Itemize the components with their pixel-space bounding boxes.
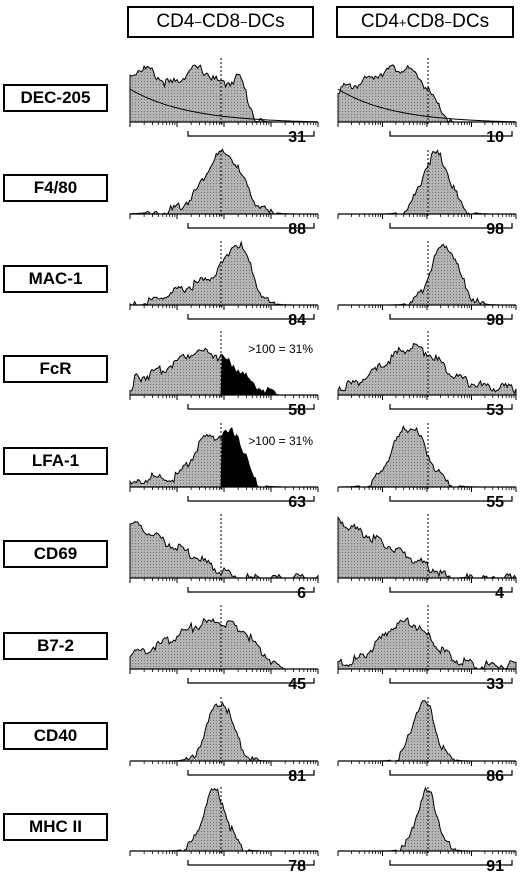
row-label-f480: F4/80 [3,174,108,202]
gate-bracket [187,496,315,502]
row-label-fcr: FcR [3,355,108,383]
column-header-text: CD8 [202,11,241,32]
percent-positive-label: 98 [486,312,504,329]
percent-positive-label: 81 [288,768,306,785]
annotation-label: >100 = 31% [248,342,313,356]
percent-positive-label: 91 [486,858,504,875]
gate-bracket [389,587,513,593]
percent-positive-label: 84 [288,312,306,329]
percent-positive-label: 86 [486,768,504,785]
percent-positive-label: 10 [486,129,504,146]
row-label-dec205: DEC-205 [3,84,108,112]
row-label-b72: B7-2 [3,632,108,660]
histogram-area [337,64,516,123]
percent-positive-label: 31 [288,129,306,146]
histogram-area [337,342,517,396]
percent-positive-label: 55 [486,494,504,511]
superscript: + [398,14,407,30]
histogram-area [129,617,318,670]
histogram-area [129,240,318,306]
column-header-cd4-negative: CD4− CD8− DCs [127,6,314,38]
histogram-area [337,516,517,580]
histogram-area [338,425,516,488]
histogram-area [338,699,516,762]
column-header-text: CD4 [156,11,195,32]
gate-bracket [389,131,513,137]
gate-bracket [187,770,315,776]
gate-bracket [187,860,315,866]
column-header-text: CD4 [360,11,399,32]
histogram-area [338,149,516,215]
gate-bracket [187,678,315,684]
histogram-area [129,148,318,215]
annotation-label: >100 = 31% [248,434,313,448]
histogram-area [338,786,516,852]
percent-positive-label: 33 [486,676,504,693]
percent-positive-label: 63 [288,494,306,511]
column-header-text: CD8 [406,11,445,32]
column-header-text: DCs [247,11,285,32]
gate-bracket [187,223,315,229]
percent-positive-label: 6 [297,585,306,602]
percent-positive-label: 45 [288,676,306,693]
gate-bracket [187,314,315,320]
percent-positive-label: 58 [288,402,306,419]
control-histogram-line [129,88,319,123]
row-label-cd40: CD40 [3,722,108,750]
column-header-text: DCs [452,11,490,32]
row-label-cd69: CD69 [3,540,108,568]
histogram-area [338,243,516,306]
histogram-area [129,521,319,579]
column-header-cd4-positive: CD4 + CD8− DCs [336,6,514,38]
row-label-mhc2: MHC II [3,813,108,841]
histogram-area [130,787,318,852]
percent-positive-label: 98 [486,221,504,238]
percent-positive-label: 78 [288,858,306,875]
gate-bracket [187,131,315,137]
control-histogram-line [337,88,517,123]
histogram-area [129,64,318,123]
superscript: − [240,14,248,30]
gate-bracket [389,770,513,776]
percent-positive-label: 88 [288,221,306,238]
gate-bracket [187,404,315,410]
gate-bracket [187,587,315,593]
gate-bracket [389,678,513,684]
superscript: − [194,14,203,30]
gate-bracket [389,404,513,410]
histogram-area [337,617,517,670]
gate-bracket [389,314,513,320]
gate-bracket [389,860,513,866]
row-label-mac1: MAC-1 [3,265,108,293]
high-expression-fill [220,353,318,396]
gate-bracket [389,223,513,229]
percent-positive-label: 4 [495,585,504,602]
histogram-area [130,701,318,763]
percent-positive-label: 53 [486,402,504,419]
gate-bracket [389,496,513,502]
row-label-lfa1: LFA-1 [3,447,108,475]
superscript: − [444,14,453,30]
